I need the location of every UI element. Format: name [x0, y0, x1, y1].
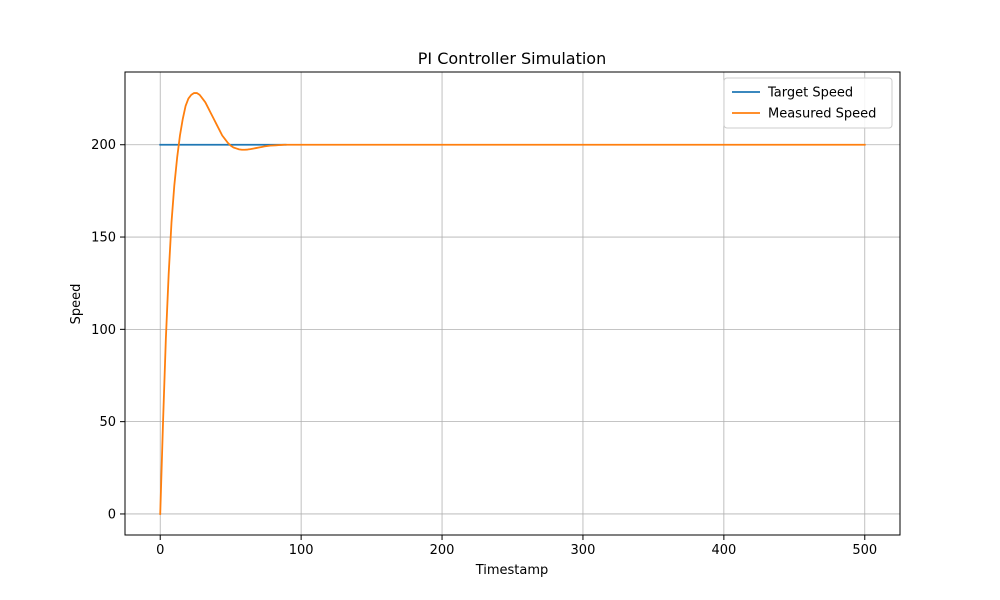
x-tick-label: 0 — [156, 543, 164, 558]
y-axis-label: Speed — [69, 284, 84, 325]
y-tick-label: 100 — [91, 323, 116, 338]
y-tick-label: 50 — [99, 415, 116, 430]
x-tick-label: 200 — [430, 543, 455, 558]
x-axis-label: Timestamp — [475, 563, 549, 578]
legend-box — [723, 77, 893, 129]
axis-ticks: 0 100 200 300 400 500 0 50 100 150 200 — [91, 138, 877, 558]
x-tick-label: 500 — [852, 543, 877, 558]
chart-title: PI Controller Simulation — [418, 49, 606, 68]
x-tick-label: 400 — [711, 543, 736, 558]
y-tick-label: 200 — [91, 138, 116, 153]
plot-frame — [124, 71, 901, 536]
series-lines — [159, 92, 866, 515]
y-tick-label: 0 — [108, 507, 116, 522]
y-tick-label: 150 — [91, 231, 116, 246]
legend-entry-label: Target Speed — [767, 86, 853, 101]
legend: Target Speed Measured Speed — [723, 77, 893, 129]
x-tick-label: 100 — [289, 543, 314, 558]
series-line-measured-speed — [159, 92, 866, 515]
x-tick-label: 300 — [571, 543, 596, 558]
legend-entry-label: Measured Speed — [768, 107, 876, 122]
